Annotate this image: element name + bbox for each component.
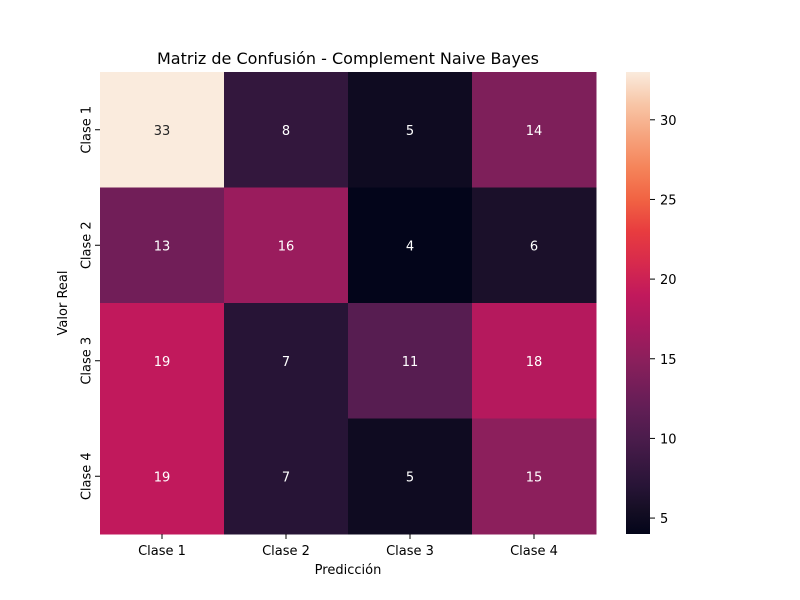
y-tick-label: Clase 4 [80,452,95,500]
colorbar-tick-label: 25 [660,193,677,208]
cell-value-label: 19 [154,355,171,370]
cell-value-label: 14 [526,124,543,139]
colorbar-tick-label: 5 [660,512,668,527]
y-axis-label: Valor Real [56,271,71,336]
cell-value-label: 13 [154,239,171,254]
cell-value-label: 5 [406,124,414,139]
cell-value-label: 5 [406,470,414,485]
heatmap-cells [100,72,597,535]
heatmap-cell [472,72,597,188]
y-tick-label: Clase 3 [80,337,95,385]
colorbar [626,72,650,534]
cell-value-label: 16 [278,239,295,254]
x-axis-ticks: Clase 1 Clase 2 Clase 3 Clase 4 [138,534,558,559]
y-tick-label: Clase 1 [80,106,95,154]
heatmap-cell [224,187,349,304]
x-tick-label: Clase 1 [138,544,186,559]
cell-value-label: 7 [282,355,290,370]
heatmap-cell [224,303,349,419]
colorbar-ticks: 5 10 15 20 25 30 [650,114,677,527]
cell-value-label: 18 [526,355,543,370]
y-tick-label: Clase 2 [80,221,95,269]
cell-value-label: 4 [406,239,414,254]
x-tick-label: Clase 3 [386,544,434,559]
heatmap-cell [224,72,349,188]
heatmap-cell [348,187,473,304]
colorbar-tick-label: 30 [660,114,677,129]
heatmap-cell [472,187,597,304]
x-axis-label: Predicción [315,563,382,578]
heatmap-cell-labels: 33 8 5 14 13 16 4 6 19 7 11 18 19 7 5 15 [154,124,543,486]
cell-value-label: 8 [282,124,290,139]
heatmap-cell [100,303,225,419]
heatmap-cell [224,418,349,535]
heatmap-cell [472,303,597,419]
cell-value-label: 33 [154,124,171,139]
heatmap-cell [348,303,473,419]
chart-title: Matriz de Confusión - Complement Naive B… [157,49,539,68]
heatmap-cell [100,187,225,304]
cell-value-label: 7 [282,470,290,485]
x-tick-label: Clase 4 [510,544,558,559]
x-tick-label: Clase 2 [262,544,310,559]
heatmap-cell [472,418,597,535]
colorbar-tick-label: 10 [660,432,677,447]
cell-value-label: 11 [402,355,419,370]
heatmap-cell [348,72,473,188]
cell-value-label: 6 [530,239,538,254]
colorbar-tick-label: 15 [660,353,677,368]
heatmap-cell [100,72,225,188]
colorbar-tick-label: 20 [660,273,677,288]
heatmap-cell [100,418,225,535]
heatmap-cell [348,418,473,535]
y-axis-ticks: Clase 1 Clase 2 Clase 3 Clase 4 [80,106,100,500]
cell-value-label: 15 [526,470,543,485]
cell-value-label: 19 [154,470,171,485]
